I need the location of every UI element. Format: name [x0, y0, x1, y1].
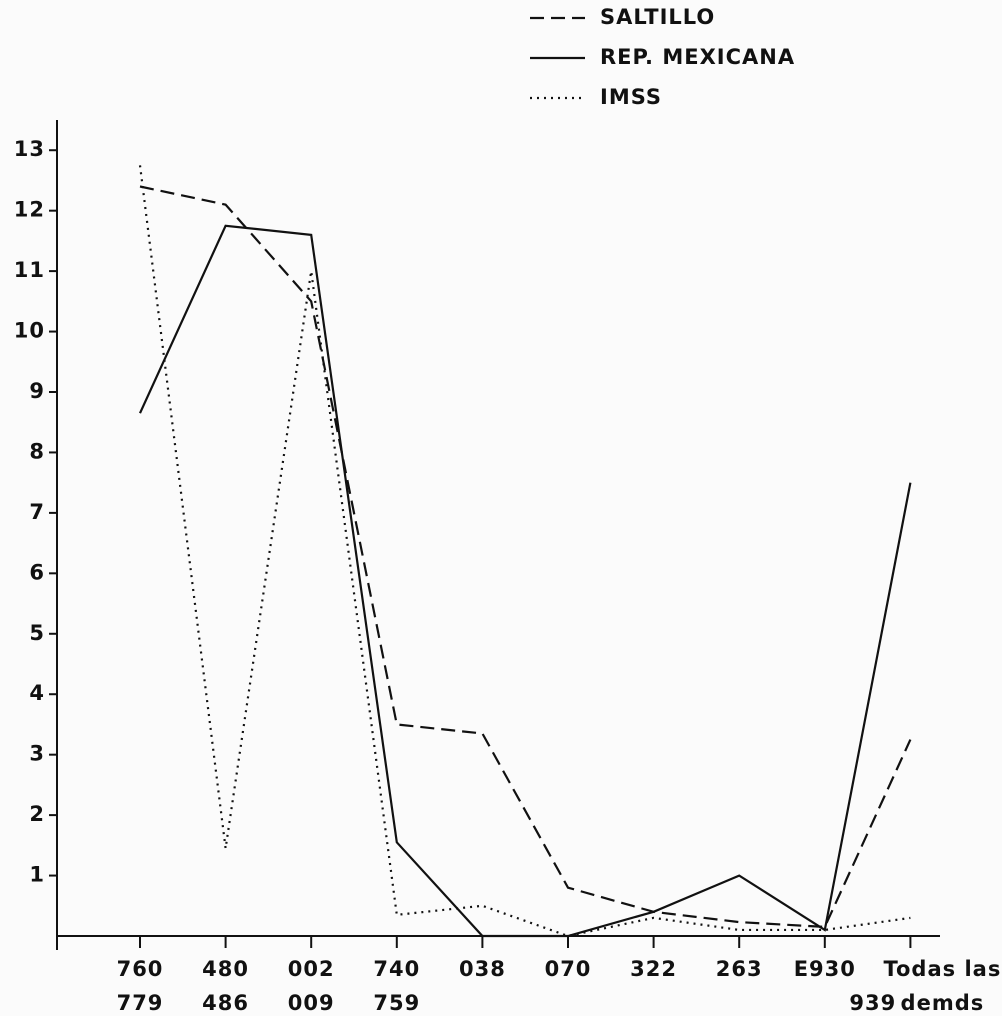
x-tick-label: 759: [373, 991, 420, 1015]
x-tick-label: 322: [630, 957, 677, 981]
x-tick-label: Todas las: [883, 957, 1001, 981]
x-tick-label: 760: [117, 957, 164, 981]
legend-label: IMSS: [600, 85, 662, 109]
x-tick-label: 740: [373, 957, 420, 981]
y-tick-label: 3: [29, 742, 45, 766]
series-line: [139, 185, 912, 929]
x-tick-label: 038: [459, 957, 506, 981]
x-tick-label: 486: [202, 991, 249, 1015]
y-tick-label: 9: [29, 379, 45, 403]
y-tick-label: 10: [14, 319, 45, 343]
x-tick-label: demds: [901, 991, 985, 1015]
y-tick-label: 8: [29, 439, 45, 463]
y-tick-label: 4: [29, 681, 45, 705]
x-tick-label: 009: [288, 991, 335, 1015]
y-tick-label: 7: [29, 500, 45, 524]
legend-label: SALTILLO: [600, 5, 715, 29]
legend-label: REP. MEXICANA: [600, 45, 795, 69]
series-line: [138, 224, 912, 938]
series-line: [138, 165, 911, 938]
x-tick-label: 263: [716, 957, 763, 981]
x-tick-label: 480: [202, 957, 249, 981]
y-tick-label: 2: [29, 802, 45, 826]
x-tick-label: 939: [849, 991, 896, 1015]
y-tick-label: 13: [14, 137, 45, 161]
y-tick-label: 11: [14, 258, 45, 282]
x-tick-label: 002: [288, 957, 335, 981]
y-tick-label: 6: [29, 560, 45, 584]
y-tick-label: 12: [14, 198, 45, 222]
x-tick-label: 779: [117, 991, 164, 1015]
y-tick-label: 1: [29, 863, 45, 887]
x-tick-label: E930: [794, 957, 856, 981]
y-tick-label: 5: [29, 621, 45, 645]
x-tick-label: 070: [545, 957, 592, 981]
